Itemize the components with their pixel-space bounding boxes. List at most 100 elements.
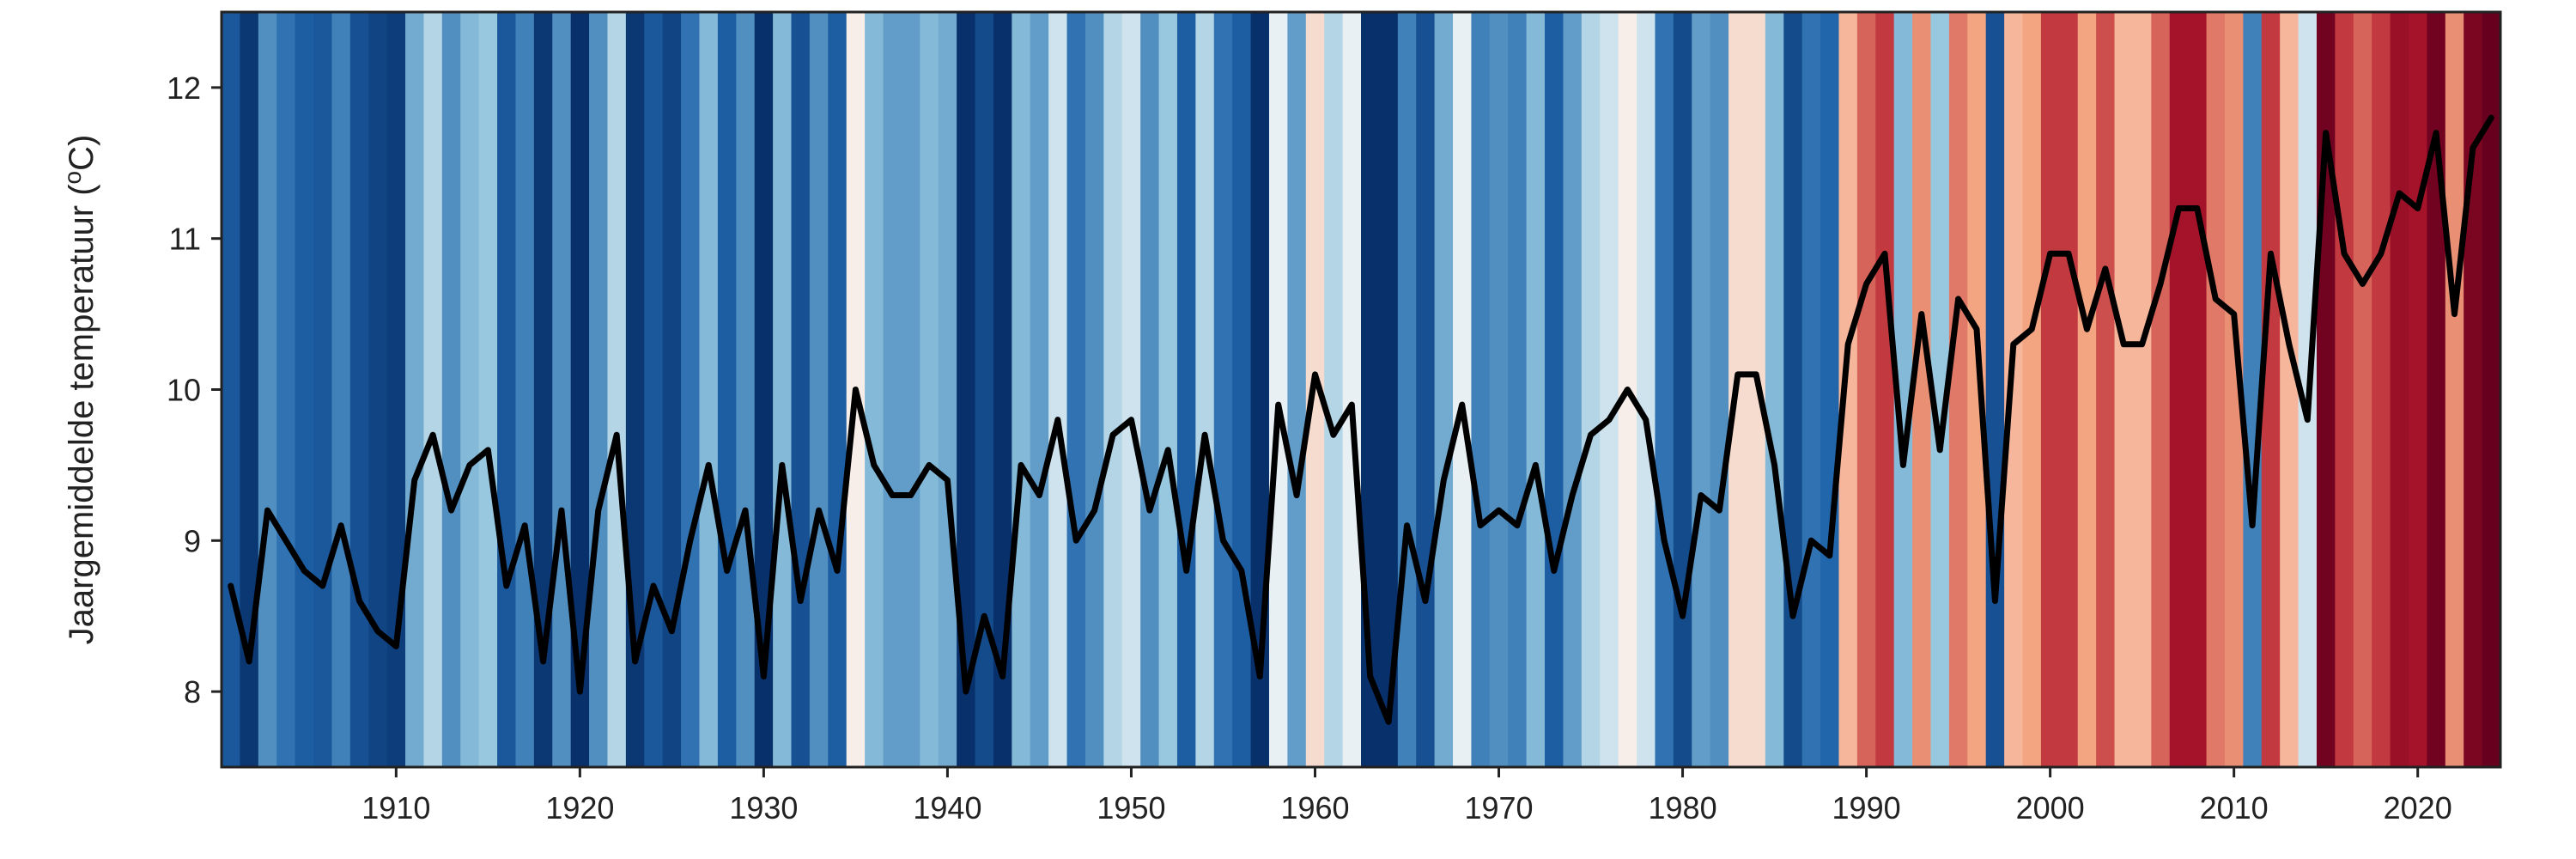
stripe-1986	[1783, 12, 1803, 767]
stripe-1990	[1856, 12, 1876, 767]
y-tick-label: 8	[184, 674, 201, 710]
stripe-1906	[313, 12, 333, 767]
stripe-1928	[717, 12, 737, 767]
stripe-1919	[552, 12, 572, 767]
stripe-1956	[1232, 12, 1252, 767]
stripe-1994	[1930, 12, 1950, 767]
stripe-1909	[368, 12, 388, 767]
stripe-2015	[2316, 12, 2336, 767]
stripe-1921	[589, 12, 609, 767]
stripe-1949	[1103, 12, 1123, 767]
stripe-2011	[2243, 12, 2263, 767]
y-axis-title-end: C)	[63, 135, 100, 171]
stripe-1967	[1434, 12, 1454, 767]
stripe-1976	[1600, 12, 1619, 767]
stripe-1955	[1213, 12, 1233, 767]
y-axis: 8 9 10 11 12	[167, 70, 222, 710]
stripe-2001	[2059, 12, 2079, 767]
stripe-1937	[883, 12, 902, 767]
x-tick-label: 1910	[361, 790, 430, 825]
stripe-2003	[2096, 12, 2116, 767]
stripe-1916	[497, 12, 517, 767]
stripe-1974	[1563, 12, 1583, 767]
stripe-1939	[920, 12, 939, 767]
stripe-1971	[1508, 12, 1528, 767]
stripe-1943	[993, 12, 1012, 767]
x-axis: 1910 1920 1930 1940 1950 1960 1970 1980 1990 2000…	[361, 767, 2452, 825]
stripe-1981	[1692, 12, 1711, 767]
stripe-1998	[2004, 12, 2024, 767]
x-tick-label: 2010	[2200, 790, 2269, 825]
stripe-1964	[1379, 12, 1399, 767]
stripe-1948	[1084, 12, 1104, 767]
stripe-2019	[2390, 12, 2409, 767]
stripe-1972	[1526, 12, 1546, 767]
stripe-1912	[423, 12, 443, 767]
stripe-2017	[2353, 12, 2372, 767]
y-axis-title-superscript: o	[59, 171, 86, 185]
stripe-1910	[386, 12, 406, 767]
stripe-1947	[1066, 12, 1086, 767]
stripe-2012	[2261, 12, 2281, 767]
stripe-1932	[791, 12, 811, 767]
x-tick-label: 2000	[2016, 790, 2085, 825]
stripe-1924	[644, 12, 664, 767]
y-tick-label: 10	[167, 373, 201, 408]
stripe-1954	[1195, 12, 1215, 767]
stripe-1922	[607, 12, 627, 767]
stripe-2024	[2482, 12, 2501, 767]
stripe-2008	[2188, 12, 2208, 767]
x-tick-label: 1930	[729, 790, 798, 825]
stripe-1926	[681, 12, 701, 767]
stripe-1982	[1710, 12, 1729, 767]
warming-stripes	[222, 12, 2501, 767]
x-tick-label: 1970	[1464, 790, 1533, 825]
stripe-1975	[1581, 12, 1601, 767]
stripe-1997	[1985, 12, 2005, 767]
stripe-1945	[1030, 12, 1049, 767]
y-axis-title-main: Jaargemiddelde temperatuur (	[63, 184, 100, 645]
stripe-1914	[460, 12, 480, 767]
stripe-1987	[1801, 12, 1821, 767]
stripe-1989	[1838, 12, 1858, 767]
stripe-1933	[809, 12, 829, 767]
stripe-1985	[1765, 12, 1784, 767]
stripe-1931	[773, 12, 793, 767]
stripe-1996	[1967, 12, 1987, 767]
stripe-2023	[2464, 12, 2483, 767]
stripe-1999	[2022, 12, 2042, 767]
stripe-2007	[2169, 12, 2189, 767]
stripe-1918	[533, 12, 553, 767]
stripe-1991	[1875, 12, 1895, 767]
stripe-2013	[2280, 12, 2300, 767]
stripe-1980	[1673, 12, 1692, 767]
x-tick-label: 1920	[545, 790, 614, 825]
stripe-1915	[478, 12, 498, 767]
stripe-1934	[828, 12, 848, 767]
stripe-1927	[699, 12, 719, 767]
stripe-1973	[1545, 12, 1564, 767]
stripe-1993	[1912, 12, 1932, 767]
stripe-1905	[295, 12, 314, 767]
stripe-1952	[1158, 12, 1178, 767]
y-tick-label: 9	[184, 523, 201, 558]
stripe-2000	[2040, 12, 2060, 767]
stripe-1969	[1471, 12, 1491, 767]
stripe-1995	[1948, 12, 1968, 767]
stripe-1936	[865, 12, 884, 767]
x-tick-label: 1940	[913, 790, 981, 825]
y-tick-label: 11	[169, 222, 201, 257]
stripe-1904	[276, 12, 296, 767]
stripe-1966	[1416, 12, 1436, 767]
stripe-2005	[2132, 12, 2152, 767]
stripe-2006	[2151, 12, 2171, 767]
stripe-2018	[2372, 12, 2391, 767]
stripe-1942	[975, 12, 994, 767]
stripe-1978	[1637, 12, 1656, 767]
stripe-2002	[2077, 12, 2097, 767]
stripe-1930	[754, 12, 774, 767]
stripe-1946	[1048, 12, 1068, 767]
x-tick-label: 1990	[1832, 790, 1901, 825]
stripe-1941	[957, 12, 976, 767]
